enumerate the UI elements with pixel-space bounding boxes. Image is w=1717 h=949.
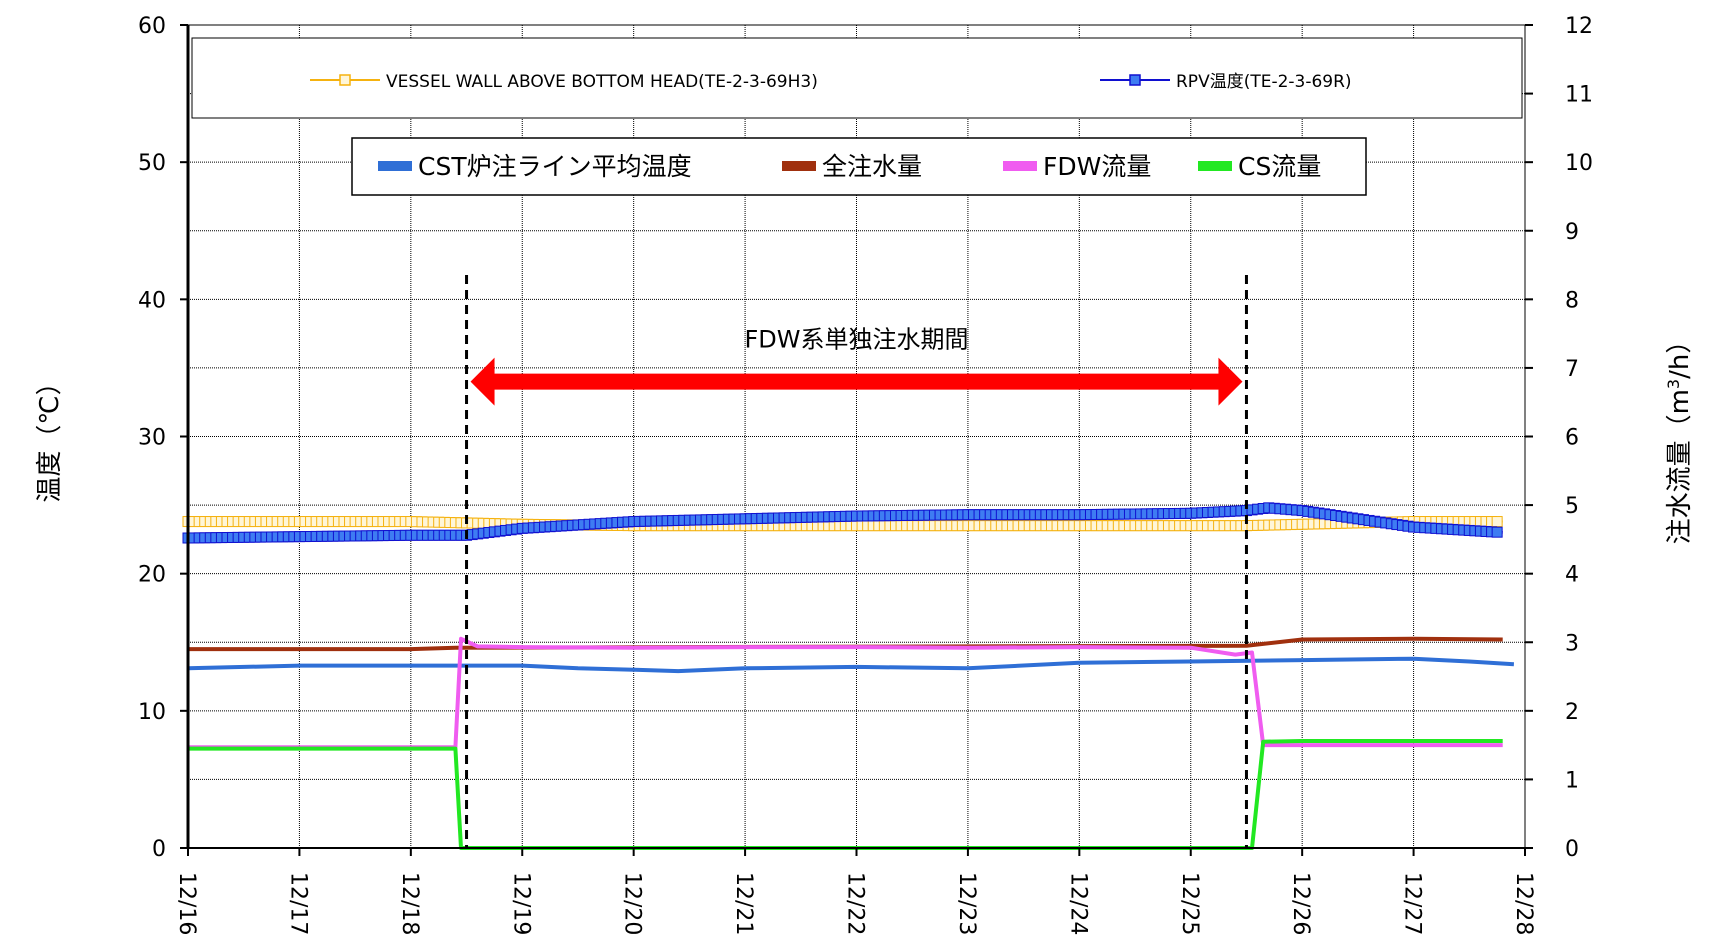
legend-label: VESSEL WALL ABOVE BOTTOM HEAD(TE-2-3-69H…: [386, 72, 818, 92]
legend-label: 全注水量: [822, 152, 922, 181]
y-right-tick-label: 12: [1565, 14, 1593, 39]
legend-label: CST炉注ライン平均温度: [418, 152, 692, 181]
legend-swatch-marker: [339, 74, 351, 86]
series-layer: [182, 502, 1515, 850]
y-right-tick-label: 9: [1565, 220, 1579, 245]
legend-label: CS流量: [1238, 152, 1321, 181]
y-right-tick-label: 11: [1565, 83, 1593, 108]
y-left-tick-label: 60: [138, 14, 166, 39]
y-right-tick-label: 5: [1565, 494, 1579, 519]
y-right-tick-label: 3: [1565, 631, 1579, 656]
period-double-arrow: [470, 357, 1243, 406]
x-tick-label: 12/28: [1511, 872, 1536, 935]
x-tick-label: 12/26: [1288, 872, 1313, 935]
period-annotation-label: FDW系単独注水期間: [744, 326, 968, 354]
y-right-tick-label: 2: [1565, 700, 1579, 725]
series-CST炉注ライン平均温度: [187, 656, 1515, 674]
legend-box-item: 全注水量: [782, 152, 922, 181]
y-left-tick-label: 0: [152, 837, 166, 862]
legend-box: CST炉注ライン平均温度 全注水量 FDW流量 CS流量: [351, 137, 1367, 196]
y-left-tick-label: 30: [138, 426, 166, 451]
series-line: [188, 636, 1503, 750]
legend-box-item: CST炉注ライン平均温度: [378, 152, 692, 181]
y-left-tick-label: 40: [138, 288, 166, 313]
y-right-tick-label: 6: [1565, 426, 1579, 451]
y-left-axis-title: 温度（℃）: [35, 369, 65, 502]
x-tick-label: 12/20: [620, 872, 645, 935]
legend-label: FDW流量: [1043, 152, 1151, 181]
y-right-tick-label: 4: [1565, 563, 1579, 588]
series-FDW流量: [188, 636, 1503, 750]
series-line: [187, 656, 1515, 674]
y-left-tick-label: 50: [138, 151, 166, 176]
legend-swatch: [378, 161, 412, 171]
y-right-tick-label: 7: [1565, 357, 1579, 382]
annotation-layer: FDW系単独注水期間: [465, 275, 1248, 848]
x-tick-label: 12/27: [1400, 872, 1425, 935]
legend-top-frame: [191, 37, 1523, 119]
y-right-tick-label: 1: [1565, 768, 1579, 793]
data-point: [1491, 526, 1503, 538]
series-CS流量: [188, 739, 1503, 850]
legend-label: RPV温度(TE-2-3-69R): [1176, 72, 1352, 92]
x-tick-label: 12/19: [508, 872, 533, 935]
x-tick-label: 12/23: [954, 872, 979, 935]
y-left-tick-label: 20: [138, 563, 166, 588]
legends: VESSEL WALL ABOVE BOTTOM HEAD(TE-2-3-69H…: [191, 37, 1523, 196]
legend-swatch-marker: [1129, 74, 1141, 86]
y-right-tick-label: 10: [1565, 151, 1593, 176]
series-line: [188, 739, 1503, 850]
y-left-tick-label: 10: [138, 700, 166, 725]
x-tick-label: 12/25: [1177, 872, 1202, 935]
series-RPV温度(TE-2-3-69R): [182, 502, 1503, 544]
x-tick-label: 12/24: [1065, 872, 1090, 935]
legend-box-item: CS流量: [1198, 152, 1321, 181]
y-right-axis-title: 注水流量（m3/h）: [1664, 328, 1696, 545]
data-point: [1491, 516, 1503, 528]
legend-top-item: RPV温度(TE-2-3-69R): [1100, 72, 1352, 92]
x-tick-label: 12/17: [285, 872, 310, 935]
legend-top-item: VESSEL WALL ABOVE BOTTOM HEAD(TE-2-3-69H…: [310, 72, 818, 92]
legend-box-frame: [351, 137, 1367, 196]
legend-top: VESSEL WALL ABOVE BOTTOM HEAD(TE-2-3-69H…: [191, 37, 1523, 119]
legend-swatch: [782, 161, 816, 171]
axis-labels: 温度（℃） 注水流量（m3/h）: [35, 328, 1695, 545]
x-tick-label: 12/16: [174, 872, 199, 935]
x-tick-label: 12/21: [731, 872, 756, 935]
legend-swatch: [1003, 161, 1037, 171]
legend-swatch: [1198, 161, 1232, 171]
y-right-tick-label: 0: [1565, 837, 1579, 862]
legend-box-item: FDW流量: [1003, 152, 1151, 181]
x-tick-label: 12/18: [397, 872, 422, 935]
x-tick-label: 12/22: [843, 872, 868, 935]
y-right-tick-label: 8: [1565, 288, 1579, 313]
